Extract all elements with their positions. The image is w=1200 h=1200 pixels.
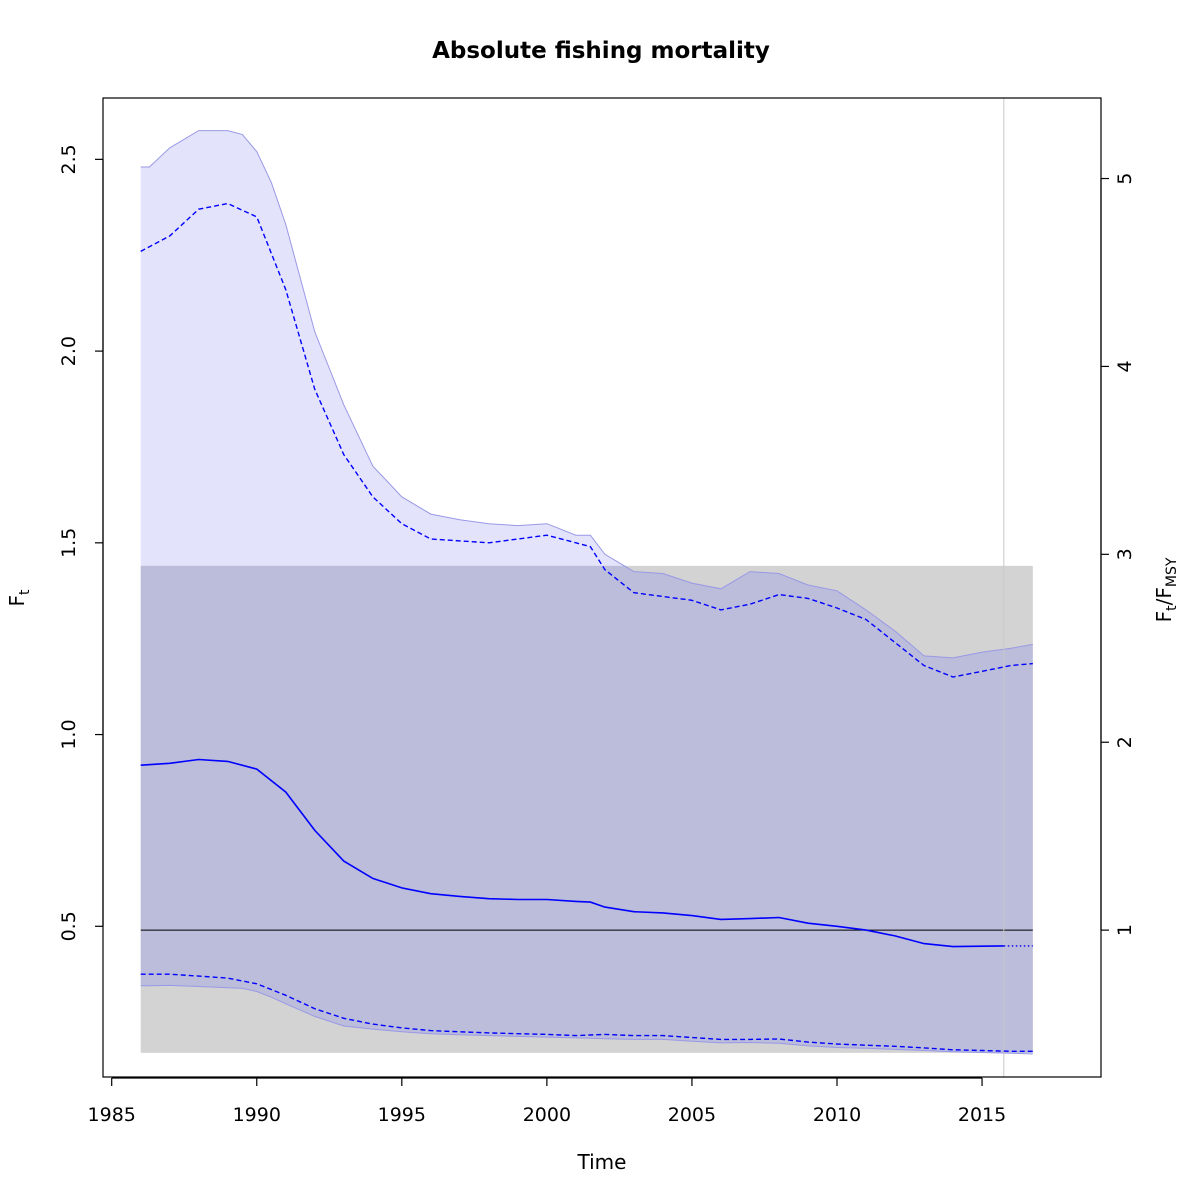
y-axis-right: 1 2 3 4 5 xyxy=(1100,172,1136,936)
y-right-label-den-sub: MSY xyxy=(1164,557,1180,587)
y-right-label-num: F xyxy=(1152,611,1176,623)
x-tick-label: 2015 xyxy=(958,1104,1006,1126)
y-label-sub: t xyxy=(17,589,33,595)
ci-upper-edge xyxy=(140,130,1033,659)
x-tick-label: 1985 xyxy=(88,1104,136,1126)
y-tick-label: 2.0 xyxy=(58,336,80,366)
y-tick-label: 0.5 xyxy=(58,911,80,941)
y-right-label-den: F xyxy=(1152,587,1176,599)
x-axis: 1985 1990 1995 2000 2005 2010 2015 xyxy=(88,1077,1006,1126)
series-line-0 xyxy=(140,758,1004,948)
chart-title: Absolute fishing mortality xyxy=(432,38,770,64)
y-right-label-sep: / xyxy=(1152,598,1176,605)
x-tick-label: 2010 xyxy=(813,1104,861,1126)
y-tick-label: 2.5 xyxy=(58,144,80,174)
fmsy-ci-overlap xyxy=(140,565,1033,1053)
x-tick-label: 2000 xyxy=(523,1104,571,1126)
y-axis-left: 0.5 1.0 1.5 2.0 2.5 xyxy=(58,144,104,941)
y-right-tick-label: 2 xyxy=(1114,736,1136,748)
series-layer xyxy=(140,202,1033,1052)
series-line-2 xyxy=(140,202,1033,678)
x-tick-label: 1990 xyxy=(233,1104,281,1126)
y-right-tick-label: 1 xyxy=(1114,924,1136,936)
y-axis-label: Ft xyxy=(5,589,33,607)
plot-area xyxy=(140,98,1033,1077)
y-label-main: F xyxy=(5,595,29,607)
x-axis-label: Time xyxy=(577,1150,627,1174)
y-right-tick-label: 4 xyxy=(1114,360,1136,372)
y-tick-label: 1.5 xyxy=(58,528,80,558)
x-tick-label: 2005 xyxy=(668,1104,716,1126)
y-right-label-num-sub: t xyxy=(1164,605,1180,611)
y-tick-label: 1.0 xyxy=(58,719,80,749)
x-tick-label: 1995 xyxy=(378,1104,426,1126)
series-line-3 xyxy=(140,973,1033,1052)
ci-lower-edge xyxy=(140,984,1033,1055)
y-axis-right-label: Ft/FMSY xyxy=(1152,557,1180,622)
y-right-tick-label: 3 xyxy=(1114,548,1136,560)
y-right-tick-label: 5 xyxy=(1114,172,1136,184)
